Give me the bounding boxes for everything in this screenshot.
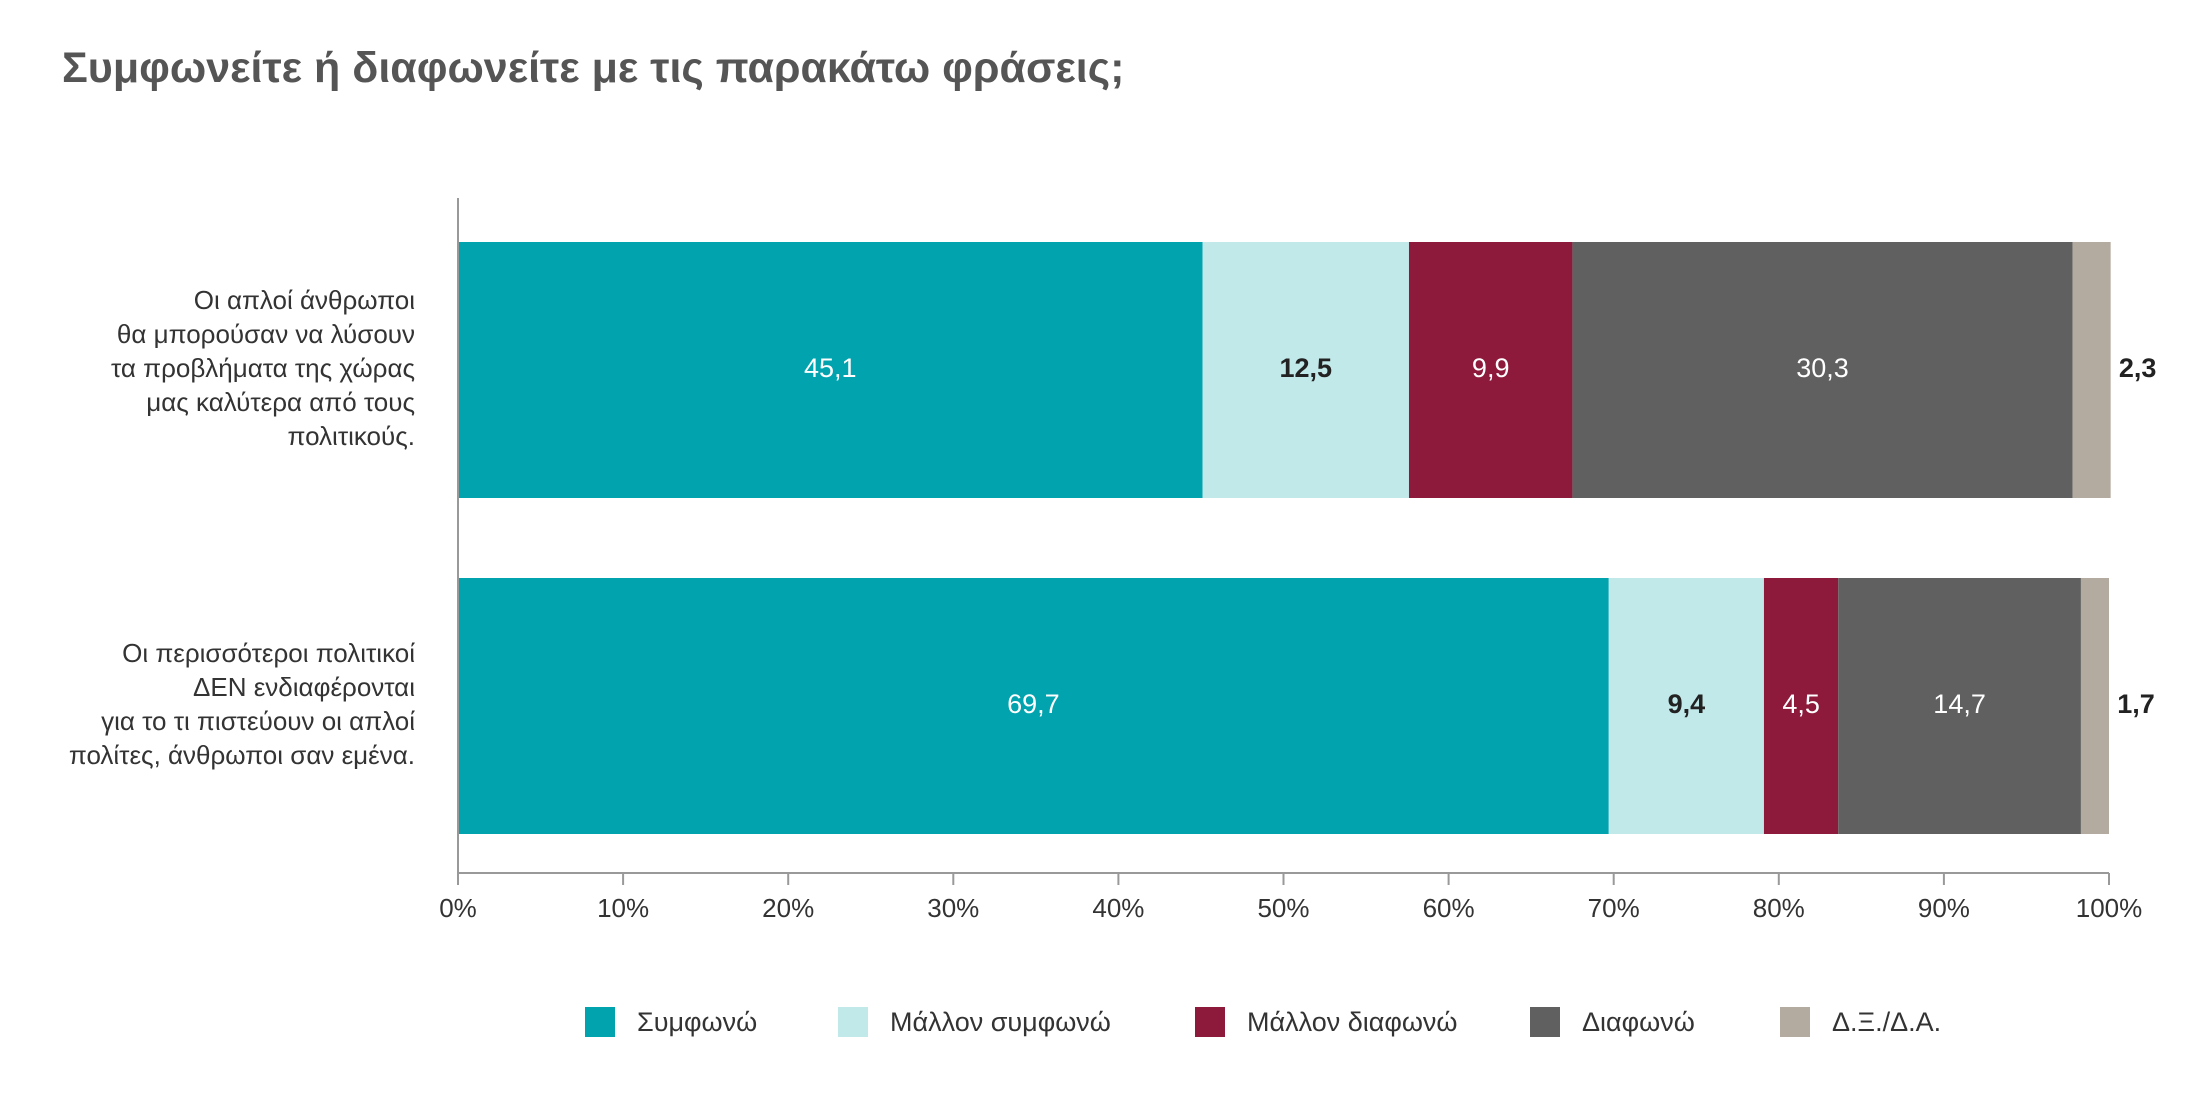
bar-segment	[1608, 578, 1764, 834]
value-label: 69,7	[1007, 689, 1060, 719]
chart-title: Συμφωνείτε ή διαφωνείτε με τις παρακάτω …	[62, 44, 1125, 92]
stacked-bar-chart: 45,1 12,5 9,9 30,3 2,3 69,7 9,4 4,5 14,7 1,7 0% 10…	[69, 198, 2156, 923]
x-tick-label: 100%	[2076, 893, 2143, 923]
bar-segment	[1572, 242, 2073, 498]
category-label-line: Οι περισσότεροι πολιτικοί	[122, 638, 415, 668]
legend-label-agree: Συμφωνώ	[637, 1006, 758, 1037]
legend-item-rather-agree: Μάλλον συμφωνώ	[838, 1002, 1111, 1042]
bar-segment	[1763, 578, 1839, 834]
legend-swatch-rather-agree	[838, 1007, 868, 1037]
bar-segment	[1408, 242, 1573, 498]
category-label-line: πολίτες, άνθρωποι σαν εμένα.	[69, 740, 415, 770]
value-label: 45,1	[804, 353, 857, 383]
category-label: Οι απλοί άνθρωποι θα μπορούσαν να λύσουν τ…	[111, 285, 415, 451]
legend-item-agree: Συμφωνώ	[585, 1002, 757, 1042]
category-label-line: Οι απλοί άνθρωποι	[194, 285, 416, 315]
legend-swatch-rather-disagree	[1195, 1007, 1225, 1037]
legend-label-rather-agree: Μάλλον συμφωνώ	[890, 1006, 1111, 1037]
x-axis-ticks: 0% 10% 20% 30% 40% 50% 60% 70% 80% 90% 100%	[439, 873, 2142, 923]
bar-segment	[458, 578, 1609, 834]
value-label: 14,7	[1933, 689, 1986, 719]
x-tick-label: 90%	[1918, 893, 1970, 923]
value-label: 2,3	[2119, 353, 2157, 383]
bar-segment	[1202, 242, 1409, 498]
bar-segment	[2080, 578, 2109, 834]
value-label: 4,5	[1782, 689, 1820, 719]
value-label: 9,4	[1668, 689, 1706, 719]
x-tick-label: 80%	[1753, 893, 1805, 923]
x-tick-label: 40%	[1092, 893, 1144, 923]
x-tick-label: 60%	[1423, 893, 1475, 923]
category-label-line: πολιτικούς.	[288, 421, 415, 451]
legend-swatch-agree	[585, 1007, 615, 1037]
value-label: 30,3	[1796, 353, 1849, 383]
x-tick-label: 70%	[1588, 893, 1640, 923]
value-label: 9,9	[1472, 353, 1510, 383]
legend: Συμφωνώ Μάλλον συμφωνώ Μάλλον διαφωνώ Δι…	[0, 1002, 2195, 1052]
x-tick-label: 20%	[762, 893, 814, 923]
x-tick-label: 50%	[1257, 893, 1309, 923]
category-label-line: θα μπορούσαν να λύσουν	[117, 319, 415, 349]
legend-label-disagree: Διαφωνώ	[1582, 1006, 1695, 1037]
value-label: 12,5	[1280, 353, 1333, 383]
x-tick-label: 10%	[597, 893, 649, 923]
legend-item-rather-disagree: Μάλλον διαφωνώ	[1195, 1002, 1458, 1042]
category-label: Οι περισσότεροι πολιτικοί ΔΕΝ ενδιαφέροντ…	[69, 638, 415, 770]
category-label-line: για το τι πιστεύουν οι απλοί	[101, 706, 415, 736]
legend-label-rather-disagree: Μάλλον διαφωνώ	[1247, 1006, 1458, 1037]
legend-item-disagree: Διαφωνώ	[1530, 1002, 1695, 1042]
category-label-line: ΔΕΝ ενδιαφέρονται	[193, 672, 415, 702]
legend-item-dk-na: Δ.Ξ./Δ.Α.	[1780, 1002, 1941, 1042]
legend-label-dk-na: Δ.Ξ./Δ.Α.	[1832, 1006, 1942, 1037]
legend-swatch-disagree	[1530, 1007, 1560, 1037]
bar-segment	[458, 242, 1203, 498]
bars-layer: 45,1 12,5 9,9 30,3 2,3 69,7 9,4 4,5 14,7 1,7	[458, 242, 2156, 834]
bar-segment	[1838, 578, 2081, 834]
legend-swatch-dk-na	[1780, 1007, 1810, 1037]
category-label-line: τα προβλήματα της χώρας	[111, 353, 415, 383]
value-label: 1,7	[2117, 689, 2155, 719]
category-labels: Οι απλοί άνθρωποι θα μπορούσαν να λύσουν τ…	[69, 285, 415, 770]
category-label-line: μας καλύτερα από τους	[146, 387, 415, 417]
x-tick-label: 0%	[439, 893, 477, 923]
x-tick-label: 30%	[927, 893, 979, 923]
bar-segment	[2072, 242, 2111, 498]
